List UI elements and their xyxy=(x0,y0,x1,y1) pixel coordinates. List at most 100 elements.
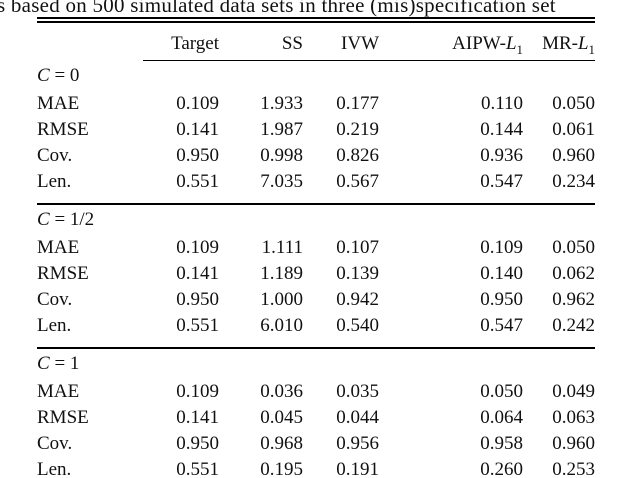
table-row: RMSE 0.141 0.045 0.044 0.064 0.063 xyxy=(37,405,595,431)
value-cell: 1.933 xyxy=(260,93,303,114)
results-table: Target SS IVW AIPW-L1 MR-L1 C = 0 MAE 0.… xyxy=(37,17,595,478)
value-cell: 0.141 xyxy=(176,407,219,428)
table-row: Cov. 0.950 0.998 0.826 0.936 0.960 xyxy=(37,143,595,169)
metric-label: Len. xyxy=(37,169,143,205)
column-header-ivw: IVW xyxy=(303,20,379,61)
value-cell: 0.191 xyxy=(336,459,379,478)
value-cell: 0.962 xyxy=(552,289,595,310)
value-cell: 0.998 xyxy=(260,145,303,166)
value-cell: 0.547 xyxy=(379,313,523,349)
value-cell: 0.050 xyxy=(552,93,595,114)
value-cell: 0.141 xyxy=(176,263,219,284)
value-cell: 0.109 xyxy=(480,237,523,258)
section-label-row: C = 1/2 xyxy=(37,204,595,235)
corner-cell xyxy=(37,20,143,61)
table-row: Cov. 0.950 0.968 0.956 0.958 0.960 xyxy=(37,431,595,457)
metric-label: RMSE xyxy=(37,407,89,428)
section-label: C = 1/2 xyxy=(37,209,95,230)
value-cell: 0.540 xyxy=(303,313,379,349)
column-header-ss: SS xyxy=(219,20,303,61)
value-cell: 0.942 xyxy=(336,289,379,310)
value-cell: 1.000 xyxy=(260,289,303,310)
value-cell: 0.958 xyxy=(480,433,523,454)
value-cell: 0.109 xyxy=(176,381,219,402)
value-cell: 0.050 xyxy=(552,237,595,258)
metric-label: MAE xyxy=(37,381,80,402)
value-cell: 0.950 xyxy=(176,145,219,166)
value-cell: 0.144 xyxy=(480,119,523,140)
value-cell: 0.140 xyxy=(480,263,523,284)
value-cell: 0.195 xyxy=(260,459,303,478)
metric-label: Len. xyxy=(37,313,143,349)
metric-label: Len. xyxy=(37,459,72,478)
value-cell: 0.141 xyxy=(176,119,219,140)
value-cell: 0.035 xyxy=(336,381,379,402)
value-cell: 0.109 xyxy=(176,93,219,114)
value-cell: 0.826 xyxy=(336,145,379,166)
value-cell: 0.260 xyxy=(480,459,523,478)
value-cell: 0.045 xyxy=(260,407,303,428)
header-row: Target SS IVW AIPW-L1 MR-L1 xyxy=(37,20,595,61)
table-caption: s based on 500 simulated data sets in th… xyxy=(0,0,556,17)
value-cell: 0.044 xyxy=(336,407,379,428)
value-cell: 0.177 xyxy=(336,93,379,114)
value-cell: 0.110 xyxy=(480,93,523,114)
metric-label: Cov. xyxy=(37,433,73,454)
column-header-aipw-l1: AIPW-L1 xyxy=(379,20,523,61)
table-row: MAE 0.109 1.111 0.107 0.109 0.050 xyxy=(37,235,595,261)
table-row: MAE 0.109 0.036 0.035 0.050 0.049 xyxy=(37,379,595,405)
value-cell: 0.253 xyxy=(552,459,595,478)
value-cell: 1.987 xyxy=(260,119,303,140)
value-cell: 7.035 xyxy=(219,169,303,205)
table-row: RMSE 0.141 1.189 0.139 0.140 0.062 xyxy=(37,261,595,287)
column-header-mr-l1: MR-L1 xyxy=(523,20,595,61)
metric-label: Cov. xyxy=(37,145,73,166)
value-cell: 0.234 xyxy=(523,169,595,205)
metric-label: RMSE xyxy=(37,263,89,284)
value-cell: 0.956 xyxy=(336,433,379,454)
value-cell: 0.968 xyxy=(260,433,303,454)
value-cell: 0.062 xyxy=(552,263,595,284)
value-cell: 0.950 xyxy=(480,289,523,310)
value-cell: 0.063 xyxy=(552,407,595,428)
table-row: Len. 0.551 7.035 0.567 0.547 0.234 xyxy=(37,169,595,205)
value-cell: 1.189 xyxy=(260,263,303,284)
value-cell: 0.950 xyxy=(176,433,219,454)
value-cell: 0.050 xyxy=(480,381,523,402)
table-row: Len. 0.551 6.010 0.540 0.547 0.242 xyxy=(37,313,595,349)
metric-label: RMSE xyxy=(37,119,89,140)
value-cell: 0.551 xyxy=(143,313,219,349)
value-cell: 0.139 xyxy=(336,263,379,284)
column-header-target: Target xyxy=(143,20,219,61)
section-label: C = 0 xyxy=(37,65,80,86)
table-row: MAE 0.109 1.933 0.177 0.110 0.050 xyxy=(37,91,595,117)
value-cell: 0.551 xyxy=(143,169,219,205)
value-cell: 0.960 xyxy=(552,433,595,454)
value-cell: 0.960 xyxy=(552,145,595,166)
value-cell: 0.109 xyxy=(176,237,219,258)
table-row: Len. 0.551 0.195 0.191 0.260 0.253 xyxy=(37,457,595,478)
value-cell: 0.567 xyxy=(303,169,379,205)
value-cell: 0.064 xyxy=(480,407,523,428)
table-row: Cov. 0.950 1.000 0.942 0.950 0.962 xyxy=(37,287,595,313)
value-cell: 0.049 xyxy=(552,381,595,402)
metric-label: Cov. xyxy=(37,289,73,310)
value-cell: 0.242 xyxy=(523,313,595,349)
metric-label: MAE xyxy=(37,93,80,114)
value-cell: 0.036 xyxy=(260,381,303,402)
table-row: RMSE 0.141 1.987 0.219 0.144 0.061 xyxy=(37,117,595,143)
section-label-row: C = 1 xyxy=(37,348,595,379)
value-cell: 0.547 xyxy=(379,169,523,205)
value-cell: 0.950 xyxy=(176,289,219,310)
section-label: C = 1 xyxy=(37,353,80,374)
value-cell: 0.107 xyxy=(336,237,379,258)
value-cell: 0.551 xyxy=(176,459,219,478)
value-cell: 0.936 xyxy=(480,145,523,166)
metric-label: MAE xyxy=(37,237,80,258)
section-label-row: C = 0 xyxy=(37,61,595,92)
value-cell: 1.111 xyxy=(261,237,303,258)
value-cell: 0.061 xyxy=(552,119,595,140)
value-cell: 6.010 xyxy=(219,313,303,349)
value-cell: 0.219 xyxy=(336,119,379,140)
